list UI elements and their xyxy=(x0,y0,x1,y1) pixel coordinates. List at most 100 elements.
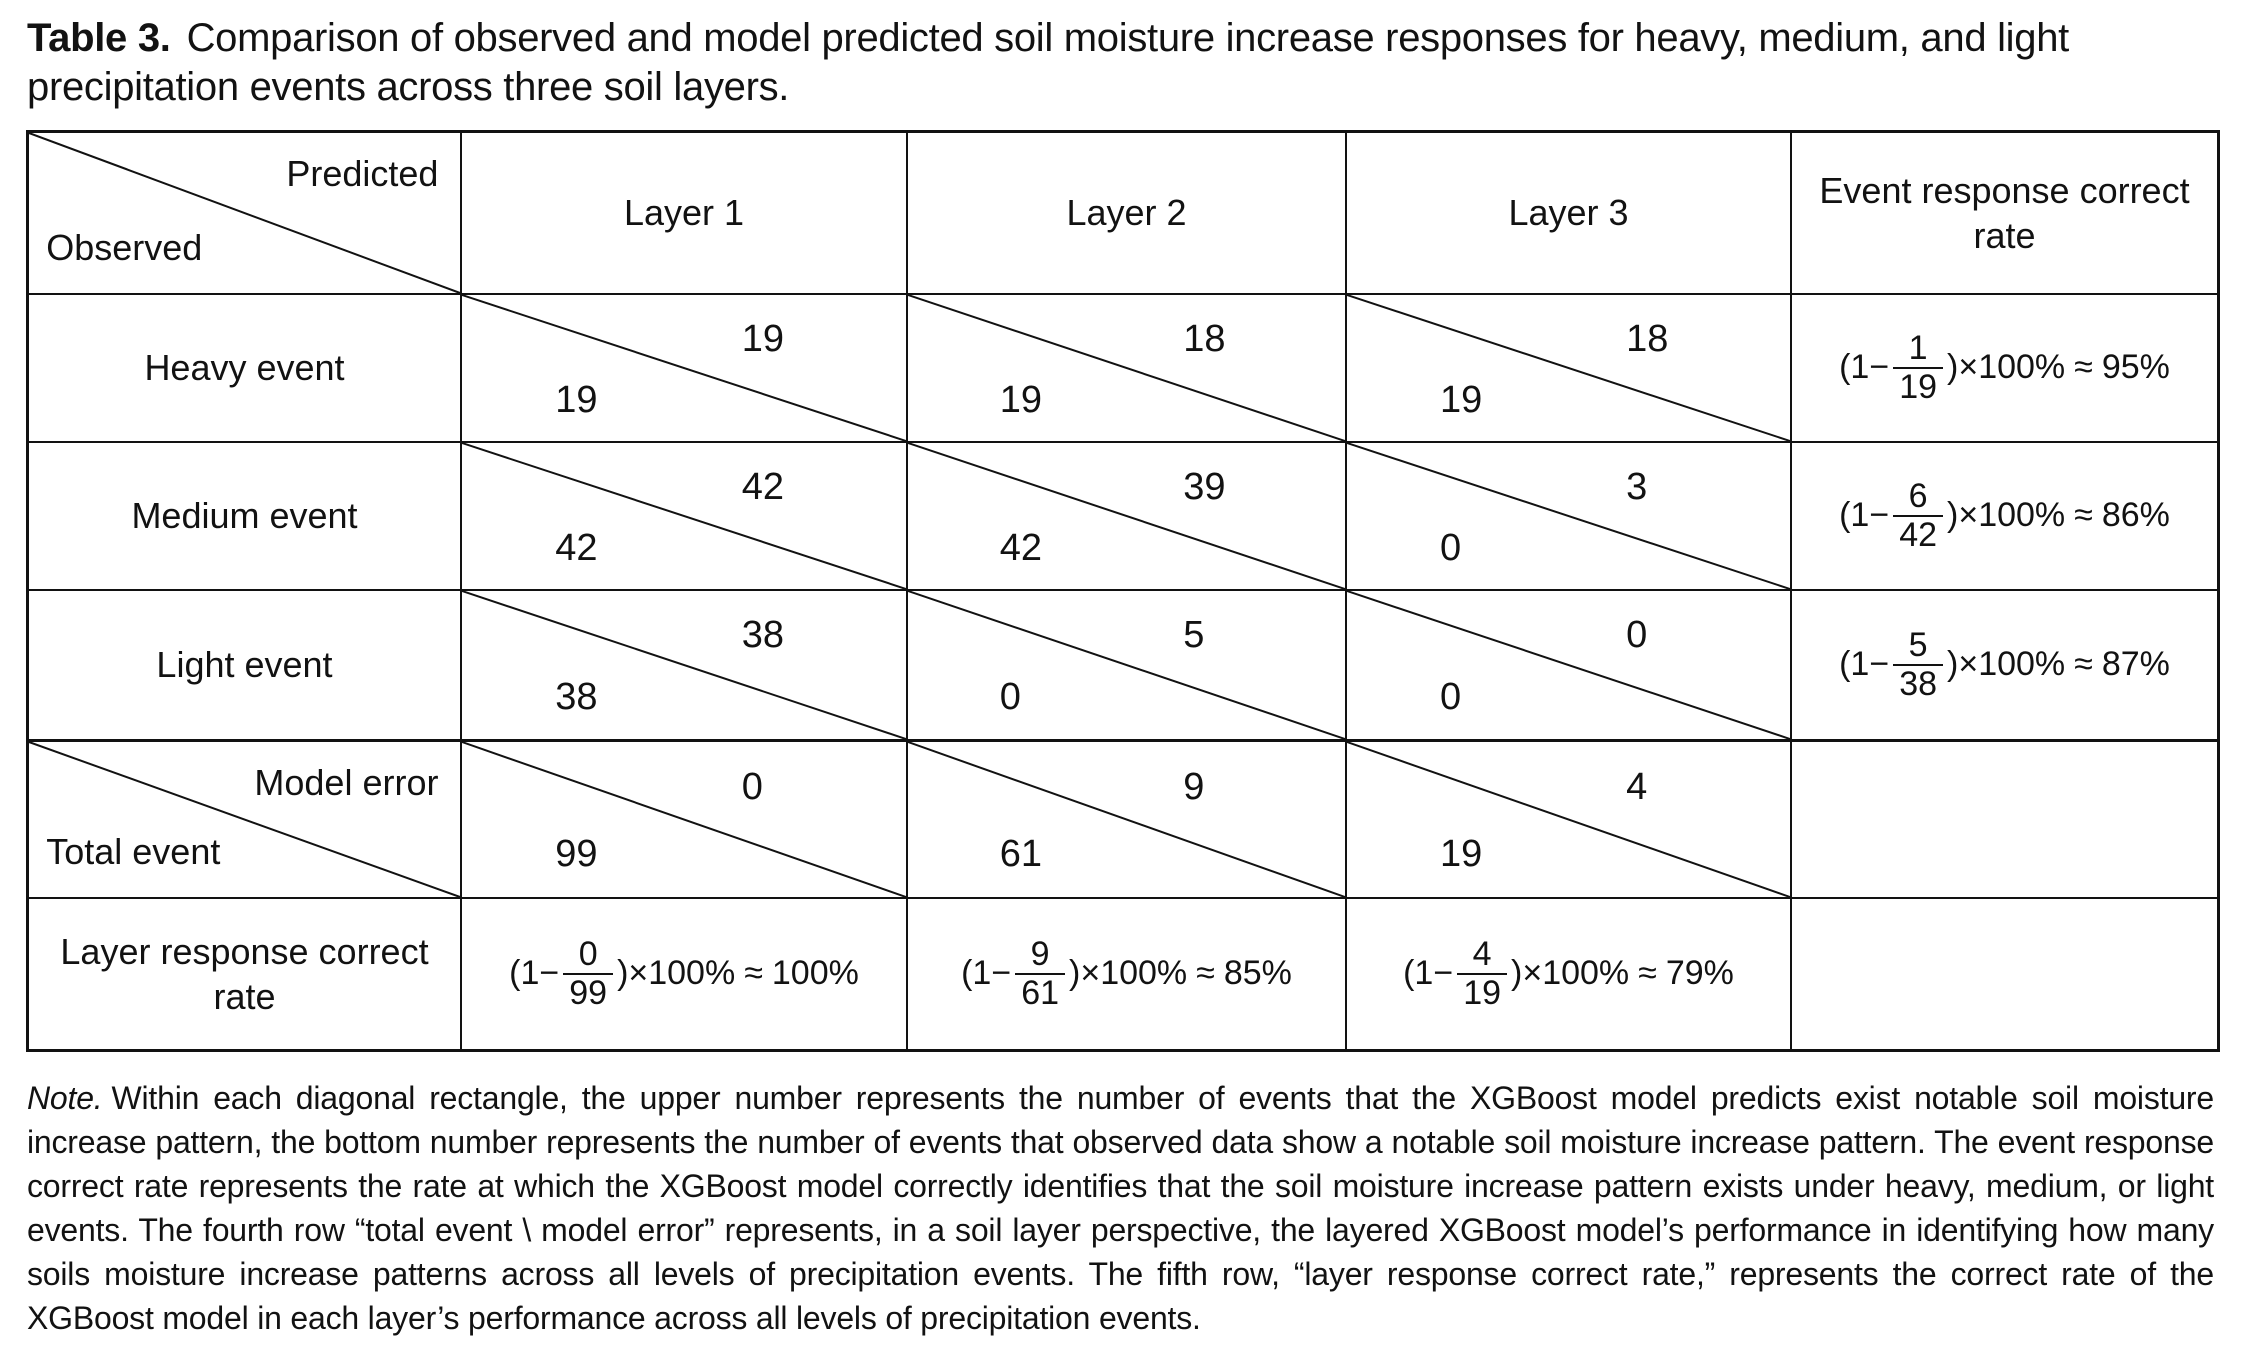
table-caption: Table 3. Comparison of observed and model… xyxy=(27,14,2214,112)
fraction: 0 99 xyxy=(563,934,614,1012)
table-note: Note. Within each diagonal rectangle, the… xyxy=(27,1076,2214,1341)
observed-count: 0 xyxy=(999,676,1021,719)
total-event-count: 99 xyxy=(555,833,598,876)
diagonal-line xyxy=(29,133,460,293)
empty-cell xyxy=(1792,896,2217,1049)
layer-rate-formula: (1− 0 99 )×100% ≈ 100% xyxy=(509,936,859,1011)
total-event-label: Total event xyxy=(46,831,221,873)
fraction-numerator: 4 xyxy=(1472,934,1492,973)
predicted-count: 39 xyxy=(1183,465,1226,508)
cell-light-layer2: 5 0 xyxy=(908,588,1347,739)
event-rate-heavy: (1− 1 19 )×100% ≈ 95% xyxy=(1792,292,2217,441)
predicted-count: 5 xyxy=(1183,614,1205,657)
total-event-model-error-corner-cell: Model error Total event xyxy=(29,738,462,897)
cell-medium-layer3: 3 0 xyxy=(1347,440,1792,589)
cell-medium-layer1: 42 42 xyxy=(462,440,908,589)
diagonal-line xyxy=(1347,591,1790,739)
fraction-denominator: 99 xyxy=(563,972,614,1012)
layer-rate-layer1: (1− 0 99 )×100% ≈ 100% xyxy=(462,896,908,1049)
rate-result: 95% xyxy=(2101,348,2170,387)
predicted-count: 18 xyxy=(1626,317,1669,360)
cell-total-layer1: 0 99 xyxy=(462,738,908,897)
observed-count: 0 xyxy=(1440,676,1462,719)
row-label-light-event: Light event xyxy=(29,588,462,739)
layer-rate-formula: (1− 9 61 )×100% ≈ 85% xyxy=(961,936,1292,1011)
empty-cell xyxy=(1792,738,2217,897)
cell-medium-layer2: 39 42 xyxy=(908,440,1347,589)
predicted-count: 42 xyxy=(741,465,784,508)
diagonal-line xyxy=(1347,295,1790,441)
formula-close: )×100% xyxy=(617,954,736,993)
fraction: 5 38 xyxy=(1893,625,1944,703)
layer-rate-layer3: (1− 4 19 )×100% ≈ 79% xyxy=(1347,896,1792,1049)
fraction-numerator: 1 xyxy=(1908,328,1928,367)
row-label-medium-event: Medium event xyxy=(29,440,462,589)
rate-result: 79% xyxy=(1665,954,1734,993)
event-rate-formula: (1− 6 42 )×100% ≈ 86% xyxy=(1839,478,2170,553)
approx-symbol: ≈ xyxy=(744,954,763,993)
model-error-count: 9 xyxy=(1183,766,1205,809)
fraction-numerator: 9 xyxy=(1030,934,1050,973)
fraction-denominator: 19 xyxy=(1893,366,1944,406)
approx-symbol: ≈ xyxy=(2074,645,2093,684)
column-header-layer1: Layer 1 xyxy=(462,132,908,293)
fraction-denominator: 61 xyxy=(1015,972,1066,1012)
model-error-count: 4 xyxy=(1626,766,1648,809)
table-note-text: Within each diagonal rectangle, the uppe… xyxy=(27,1079,2214,1337)
approx-symbol: ≈ xyxy=(1196,954,1215,993)
formula-open: (1− xyxy=(961,954,1012,993)
predicted-label: Predicted xyxy=(286,153,439,195)
diagonal-line xyxy=(908,443,1345,589)
column-header-event-rate: Event response correct rate xyxy=(1792,132,2217,293)
rate-result: 86% xyxy=(2101,496,2170,535)
layer-rate-formula: (1− 4 19 )×100% ≈ 79% xyxy=(1403,936,1734,1011)
formula-close: )×100% xyxy=(1069,954,1188,993)
fraction-denominator: 19 xyxy=(1457,972,1508,1012)
diagonal-line xyxy=(908,591,1345,739)
observed-label: Observed xyxy=(46,226,203,268)
formula-open: (1− xyxy=(509,954,560,993)
diagonal-line xyxy=(1347,443,1790,589)
cell-heavy-layer1: 19 19 xyxy=(462,292,908,441)
predicted-count: 18 xyxy=(1183,317,1226,360)
diagonal-line xyxy=(908,295,1345,441)
column-header-layer2: Layer 2 xyxy=(908,132,1347,293)
fraction: 6 42 xyxy=(1893,476,1944,553)
cell-total-layer2: 9 61 xyxy=(908,738,1347,897)
approx-symbol: ≈ xyxy=(2074,496,2093,535)
fraction-numerator: 0 xyxy=(578,934,598,973)
formula-open: (1− xyxy=(1839,645,1890,684)
table-caption-label: Table 3. xyxy=(27,16,171,60)
table-note-label: Note. xyxy=(27,1079,103,1116)
fraction-denominator: 38 xyxy=(1893,663,1944,703)
fraction-numerator: 5 xyxy=(1908,625,1928,664)
rate-result: 85% xyxy=(1223,954,1292,993)
model-error-count: 0 xyxy=(741,766,763,809)
formula-open: (1− xyxy=(1839,496,1890,535)
formula-close: )×100% xyxy=(1511,954,1630,993)
cell-light-layer3: 0 0 xyxy=(1347,588,1792,739)
total-event-count: 61 xyxy=(999,833,1043,876)
event-rate-formula: (1− 1 19 )×100% ≈ 95% xyxy=(1839,330,2170,405)
predicted-count: 19 xyxy=(741,317,784,360)
predicted-count: 38 xyxy=(741,614,784,657)
diagonal-line xyxy=(462,742,906,897)
diagonal-line xyxy=(1347,742,1790,897)
diagonal-line xyxy=(29,742,460,897)
total-event-count: 19 xyxy=(1440,833,1483,876)
observed-count: 38 xyxy=(555,676,598,719)
observed-count: 42 xyxy=(999,526,1043,569)
event-rate-light: (1− 5 38 )×100% ≈ 87% xyxy=(1792,588,2217,739)
table-caption-text: Comparison of observed and model predict… xyxy=(27,16,2069,109)
cell-total-layer3: 4 19 xyxy=(1347,738,1792,897)
layer-rate-layer2: (1− 9 61 )×100% ≈ 85% xyxy=(908,896,1347,1049)
approx-symbol: ≈ xyxy=(2074,348,2093,387)
predicted-count: 3 xyxy=(1626,465,1648,508)
diagonal-line xyxy=(908,742,1345,897)
cell-heavy-layer2: 18 19 xyxy=(908,292,1347,441)
rate-result: 100% xyxy=(771,954,859,993)
diagonal-line xyxy=(462,295,906,441)
fraction: 9 61 xyxy=(1015,934,1066,1012)
rate-result: 87% xyxy=(2101,645,2170,684)
fraction-numerator: 6 xyxy=(1908,476,1928,515)
